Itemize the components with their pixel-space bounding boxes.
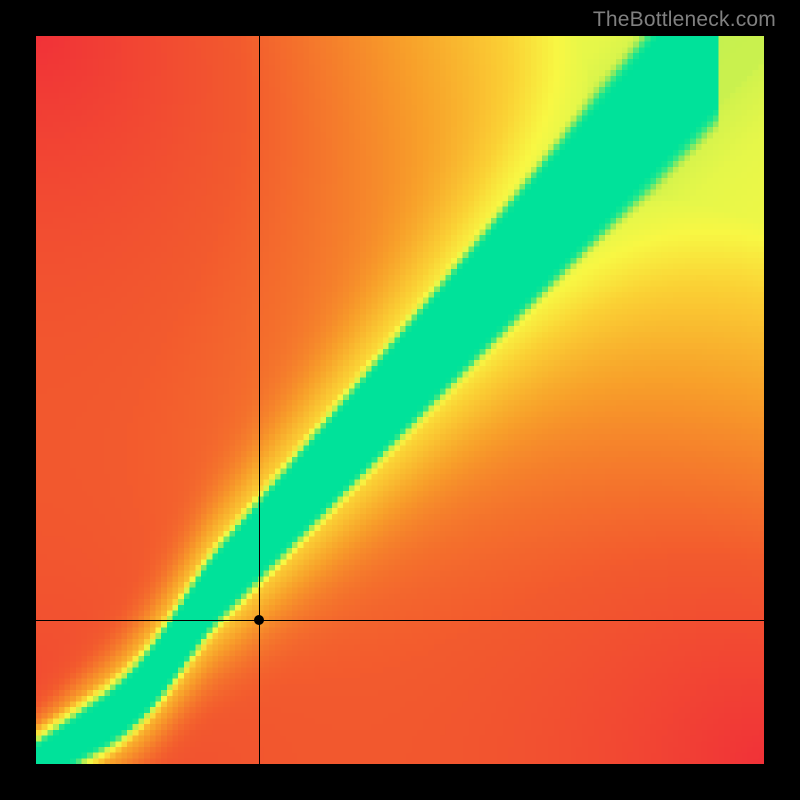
crosshair-vertical (259, 36, 260, 764)
watermark-text: TheBottleneck.com (593, 8, 776, 32)
crosshair-horizontal (36, 620, 764, 621)
crosshair-marker[interactable] (254, 615, 264, 625)
plot-area (36, 36, 764, 764)
heatmap-canvas (36, 36, 764, 764)
